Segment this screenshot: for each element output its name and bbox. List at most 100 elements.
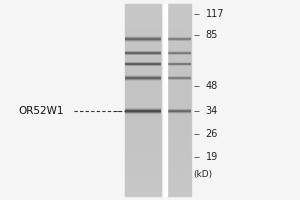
Bar	[167, 110, 191, 112]
Bar	[124, 78, 160, 81]
Bar	[167, 66, 191, 69]
Bar	[124, 98, 160, 100]
Bar	[167, 136, 191, 138]
Text: --: --	[194, 106, 200, 116]
Bar	[124, 172, 160, 174]
Bar	[164, 4, 167, 196]
Bar	[167, 40, 191, 42]
Bar	[124, 105, 160, 107]
Text: 48: 48	[206, 81, 218, 91]
Bar	[167, 141, 191, 143]
Bar	[167, 162, 191, 165]
Bar	[167, 119, 191, 122]
Bar	[167, 165, 191, 167]
Bar	[167, 131, 191, 134]
Bar	[167, 143, 191, 146]
Bar	[167, 194, 191, 196]
Bar	[124, 76, 160, 78]
Bar	[124, 162, 160, 165]
Bar	[167, 59, 191, 62]
Bar	[167, 114, 191, 117]
Bar	[124, 194, 160, 196]
Bar	[167, 158, 191, 160]
Bar	[167, 30, 191, 33]
Bar	[167, 124, 191, 126]
Bar	[167, 81, 191, 83]
Bar	[167, 134, 191, 136]
Bar	[124, 40, 160, 42]
Bar	[124, 131, 160, 134]
Text: 19: 19	[206, 152, 218, 162]
Text: --: --	[194, 81, 200, 91]
Bar	[124, 64, 160, 66]
Bar	[167, 182, 191, 184]
Bar	[167, 16, 191, 18]
Bar	[167, 14, 191, 16]
Bar	[124, 146, 160, 148]
Bar	[124, 126, 160, 129]
Bar	[124, 30, 160, 33]
Bar	[124, 47, 160, 50]
Bar	[124, 38, 160, 40]
Bar	[167, 71, 191, 74]
Bar	[124, 90, 160, 93]
Bar	[167, 191, 191, 194]
Bar	[124, 136, 160, 138]
Bar	[167, 95, 191, 98]
Bar	[167, 88, 191, 90]
Bar	[167, 102, 191, 105]
Bar	[124, 184, 160, 186]
Bar	[167, 4, 191, 196]
Bar	[167, 47, 191, 50]
Bar	[124, 186, 160, 189]
Bar	[167, 177, 191, 179]
Bar	[124, 45, 160, 47]
Text: --: --	[194, 30, 200, 40]
Bar	[124, 150, 160, 153]
Bar	[167, 122, 191, 124]
Bar	[124, 4, 160, 196]
Bar	[124, 26, 160, 28]
Bar	[167, 98, 191, 100]
Bar	[124, 189, 160, 191]
Bar	[167, 174, 191, 177]
Bar	[167, 69, 191, 71]
Bar	[124, 138, 160, 141]
Bar	[124, 93, 160, 95]
Bar	[124, 74, 160, 76]
Bar	[167, 186, 191, 189]
Bar	[167, 172, 191, 174]
Bar	[167, 160, 191, 162]
Bar	[167, 45, 191, 47]
Text: --: --	[194, 9, 200, 19]
Bar	[167, 28, 191, 30]
Bar	[167, 4, 191, 6]
Bar	[124, 14, 160, 16]
Bar	[124, 117, 160, 119]
Bar	[167, 9, 191, 11]
Bar	[167, 107, 191, 110]
Bar	[124, 95, 160, 98]
Bar	[124, 86, 160, 88]
Bar	[167, 50, 191, 52]
Bar	[167, 153, 191, 155]
Text: --: --	[194, 152, 200, 162]
Bar	[167, 64, 191, 66]
Bar	[167, 112, 191, 114]
Bar	[167, 129, 191, 131]
Bar	[124, 134, 160, 136]
Bar	[167, 93, 191, 95]
Bar	[124, 33, 160, 35]
Text: 117: 117	[206, 9, 224, 19]
Text: --: --	[194, 129, 200, 139]
Bar	[124, 143, 160, 146]
Bar	[167, 57, 191, 59]
Bar	[167, 148, 191, 150]
Bar	[124, 114, 160, 117]
Bar	[167, 189, 191, 191]
Bar	[167, 100, 191, 102]
Bar	[124, 124, 160, 126]
Bar	[124, 119, 160, 122]
Bar	[124, 102, 160, 105]
Bar	[167, 167, 191, 170]
